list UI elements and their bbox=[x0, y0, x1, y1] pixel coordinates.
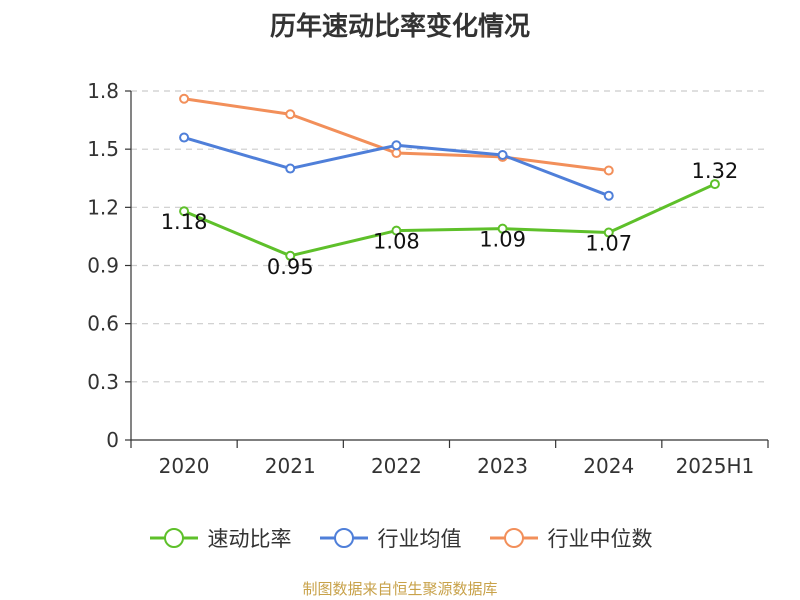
data-point bbox=[497, 223, 508, 234]
legend: 速动比率 行业均值 行业中位数 bbox=[0, 520, 800, 556]
y-tick-label: 0.3 bbox=[87, 370, 119, 394]
y-tick-label: 1.2 bbox=[87, 195, 119, 219]
data-point bbox=[179, 206, 190, 217]
data-point bbox=[285, 163, 296, 174]
data-label: 1.07 bbox=[585, 232, 632, 256]
data-point bbox=[603, 227, 614, 238]
y-tick-label: 0 bbox=[106, 428, 119, 452]
axes: 0 0.3 0.6 0.9 1.2 1.5 1.8 2020 2021 2022 2023 2024 2… bbox=[87, 79, 769, 478]
x-tick-label: 2021 bbox=[265, 454, 316, 478]
legend-label: 行业中位数 bbox=[547, 527, 653, 551]
legend-swatch bbox=[319, 528, 368, 548]
data-label: 1.09 bbox=[479, 228, 526, 252]
data-point bbox=[603, 190, 614, 201]
data-point bbox=[497, 149, 508, 160]
data-label: 1.32 bbox=[692, 159, 739, 183]
legend-label: 行业均值 bbox=[377, 527, 462, 551]
chart-title: 历年速动比率变化情况 bbox=[269, 12, 530, 42]
x-tick-label: 2020 bbox=[159, 454, 210, 478]
gridlines bbox=[131, 90, 768, 383]
x-tick-label: 2025H1 bbox=[676, 454, 755, 478]
data-point bbox=[179, 93, 190, 104]
data-point bbox=[285, 109, 296, 120]
x-tick-label: 2024 bbox=[583, 454, 634, 478]
legend-item: 速动比率 bbox=[148, 523, 292, 553]
data-point bbox=[391, 225, 402, 236]
source-note: 制图数据来自恒生聚源数据库 bbox=[302, 580, 498, 598]
y-tick-label: 1.5 bbox=[87, 137, 119, 161]
data-label: 0.95 bbox=[267, 255, 314, 279]
series-line-0 bbox=[183, 182, 716, 258]
y-tick-label: 0.6 bbox=[87, 312, 119, 336]
x-tick-label: 2022 bbox=[371, 454, 422, 478]
legend-swatch bbox=[489, 528, 538, 548]
y-tick-label: 0.9 bbox=[87, 254, 119, 278]
data-labels: 1.18 0.95 1.08 1.09 1.07 1.32 bbox=[161, 159, 739, 279]
data-label: 1.08 bbox=[373, 230, 420, 254]
data-label: 1.18 bbox=[161, 210, 208, 234]
series-layer bbox=[179, 93, 720, 261]
y-tick-label: 1.8 bbox=[87, 79, 119, 103]
data-point bbox=[285, 250, 296, 261]
data-point bbox=[709, 179, 720, 190]
legend-item: 行业中位数 bbox=[488, 523, 653, 553]
data-point bbox=[391, 140, 402, 151]
legend-item: 行业均值 bbox=[318, 523, 462, 553]
legend-label: 速动比率 bbox=[207, 527, 292, 551]
legend-swatch bbox=[149, 528, 198, 548]
x-tick-label: 2023 bbox=[477, 454, 528, 478]
data-point bbox=[603, 165, 614, 176]
series-line-2 bbox=[183, 97, 609, 172]
data-point bbox=[179, 132, 190, 143]
